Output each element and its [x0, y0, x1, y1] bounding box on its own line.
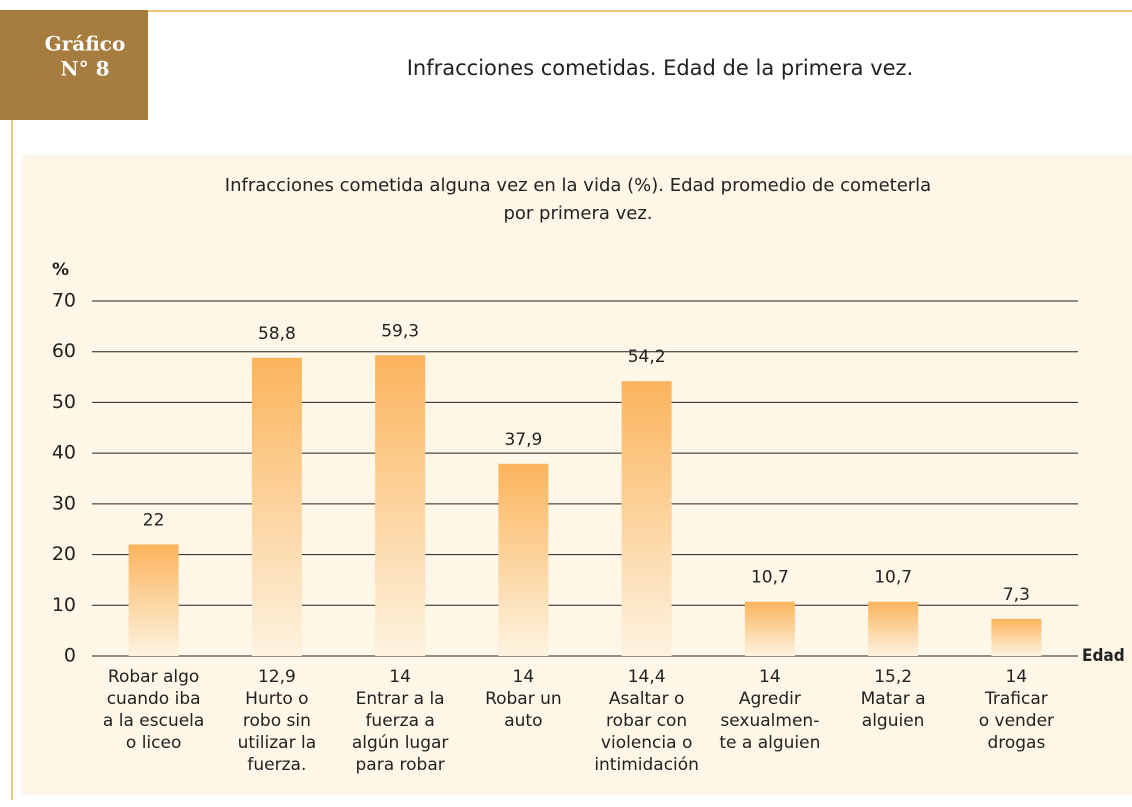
- bar: [251, 357, 302, 656]
- y-tick-label: 0: [64, 645, 76, 667]
- y-axis-label: %: [52, 260, 69, 280]
- x-axis-label: Edad: [1082, 646, 1125, 666]
- x-tick-label: Robar algo: [108, 667, 199, 687]
- bar: [868, 601, 919, 656]
- bar: [375, 355, 426, 656]
- age-label: 15,2: [874, 667, 912, 687]
- x-tick-label: robar con: [606, 711, 687, 731]
- age-label: 12,9: [258, 667, 296, 687]
- x-tick-label: algún lugar: [352, 733, 449, 753]
- chart-title: por primera vez.: [503, 203, 652, 224]
- badge: [0, 10, 148, 120]
- badge-line: Gráfico: [45, 32, 126, 56]
- age-label: 14,4: [628, 667, 666, 687]
- bar: [128, 544, 179, 656]
- x-tick-label: cuando iba: [107, 689, 201, 709]
- x-tick-label: Robar un: [485, 689, 562, 709]
- chart-panel: [22, 155, 1132, 795]
- age-label: 14: [759, 667, 781, 687]
- badge-line: N° 8: [60, 57, 109, 81]
- x-tick-label: Matar a: [861, 689, 926, 709]
- y-tick-label: 70: [52, 290, 76, 312]
- x-tick-label: Hurto o: [245, 689, 308, 709]
- x-tick-label: para robar: [356, 755, 445, 775]
- age-label: 14: [1006, 667, 1028, 687]
- bar: [621, 381, 672, 656]
- y-tick-label: 40: [52, 442, 76, 464]
- x-tick-label: intimidación: [594, 755, 699, 775]
- x-tick-label: o vender: [979, 711, 1054, 731]
- y-tick-label: 60: [52, 340, 76, 362]
- bar: [498, 463, 549, 656]
- x-tick-label: auto: [504, 711, 542, 731]
- x-tick-label: drogas: [987, 733, 1045, 753]
- x-tick-label: te a alguien: [719, 733, 820, 753]
- value-label: 7,3: [1003, 585, 1030, 605]
- y-tick-label: 20: [52, 543, 76, 565]
- chart-title: Infracciones cometida alguna vez en la v…: [225, 175, 931, 196]
- y-tick-label: 30: [52, 492, 76, 514]
- x-tick-label: violencia o: [601, 733, 692, 753]
- x-tick-label: Agredir: [739, 689, 801, 709]
- age-label: 14: [389, 667, 411, 687]
- age-label: 14: [513, 667, 535, 687]
- y-tick-label: 50: [52, 391, 76, 413]
- value-label: 58,8: [258, 324, 296, 344]
- x-tick-label: robo sin: [243, 711, 311, 731]
- x-tick-label: o liceo: [126, 733, 181, 753]
- y-tick-label: 10: [52, 594, 76, 616]
- value-label: 10,7: [751, 568, 789, 588]
- page-title: Infracciones cometidas. Edad de la prime…: [407, 56, 914, 80]
- x-tick-label: utilizar la: [238, 733, 316, 753]
- x-tick-label: fuerza.: [247, 755, 306, 775]
- x-tick-label: a la escuela: [103, 711, 204, 731]
- value-label: 37,9: [504, 430, 542, 450]
- x-tick-label: Entrar a la: [356, 689, 445, 709]
- value-label: 59,3: [381, 321, 419, 341]
- value-label: 54,2: [628, 347, 666, 367]
- x-tick-label: sexualmen-: [720, 711, 819, 731]
- x-tick-label: Traficar: [984, 689, 1048, 709]
- x-tick-label: Asaltar o: [609, 689, 685, 709]
- x-tick-label: fuerza a: [365, 711, 434, 731]
- value-label: 10,7: [874, 568, 912, 588]
- bar: [991, 618, 1042, 656]
- bar: [744, 601, 795, 656]
- x-tick-label: alguien: [862, 711, 925, 731]
- value-label: 22: [143, 510, 165, 530]
